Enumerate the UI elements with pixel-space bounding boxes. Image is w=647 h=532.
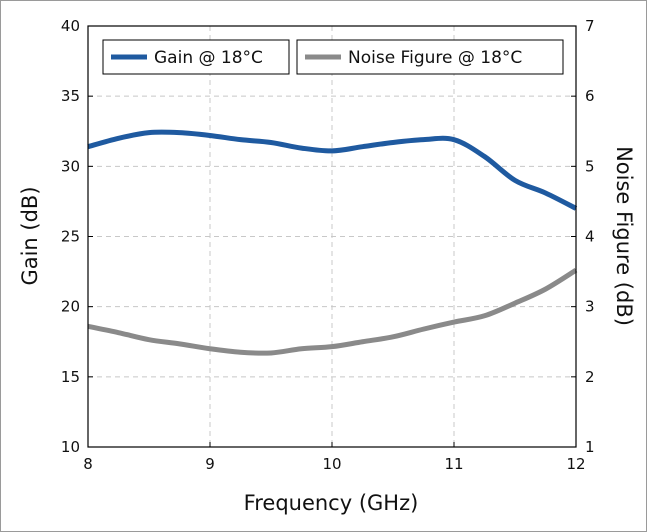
y2-tick-label: 5 <box>585 157 595 175</box>
y-tick-label: 35 <box>61 87 80 105</box>
x-tick-label: 10 <box>322 455 341 473</box>
legend-label-noise-figure: Noise Figure @ 18°C <box>348 48 522 68</box>
y-axis-title: Gain (dB) <box>18 186 42 285</box>
y-tick-label: 25 <box>61 228 80 246</box>
x-tick-label: 8 <box>83 455 93 473</box>
y-tick-label: 15 <box>61 368 80 386</box>
y-tick-label: 10 <box>61 438 80 456</box>
x-tick-label: 12 <box>566 455 585 473</box>
y2-tick-label: 4 <box>585 228 595 246</box>
series-line-noise-figure <box>87 268 578 356</box>
y-tick-label: 40 <box>61 17 80 35</box>
x-axis-title: Frequency (GHz) <box>244 491 419 515</box>
x-tick-label: 9 <box>205 455 215 473</box>
y2-tick-label: 6 <box>585 87 595 105</box>
y-tick-label: 30 <box>61 157 80 175</box>
y-tick-label: 20 <box>61 298 80 316</box>
y2-tick-label: 1 <box>585 438 595 456</box>
series-line-gain <box>87 129 578 211</box>
legend-label-gain: Gain @ 18°C <box>154 48 263 68</box>
grid <box>88 26 576 447</box>
legend: Gain @ 18°C Noise Figure @ 18°C <box>102 39 564 75</box>
x-tick-label: 11 <box>444 455 463 473</box>
legend-box-noise-figure <box>296 39 564 75</box>
y2-tick-label: 7 <box>585 17 595 35</box>
y2-tick-label: 2 <box>585 368 595 386</box>
y2-axis-title: Noise Figure (dB) <box>612 146 636 326</box>
series-lines <box>87 129 578 356</box>
y2-tick-label: 3 <box>585 298 595 316</box>
